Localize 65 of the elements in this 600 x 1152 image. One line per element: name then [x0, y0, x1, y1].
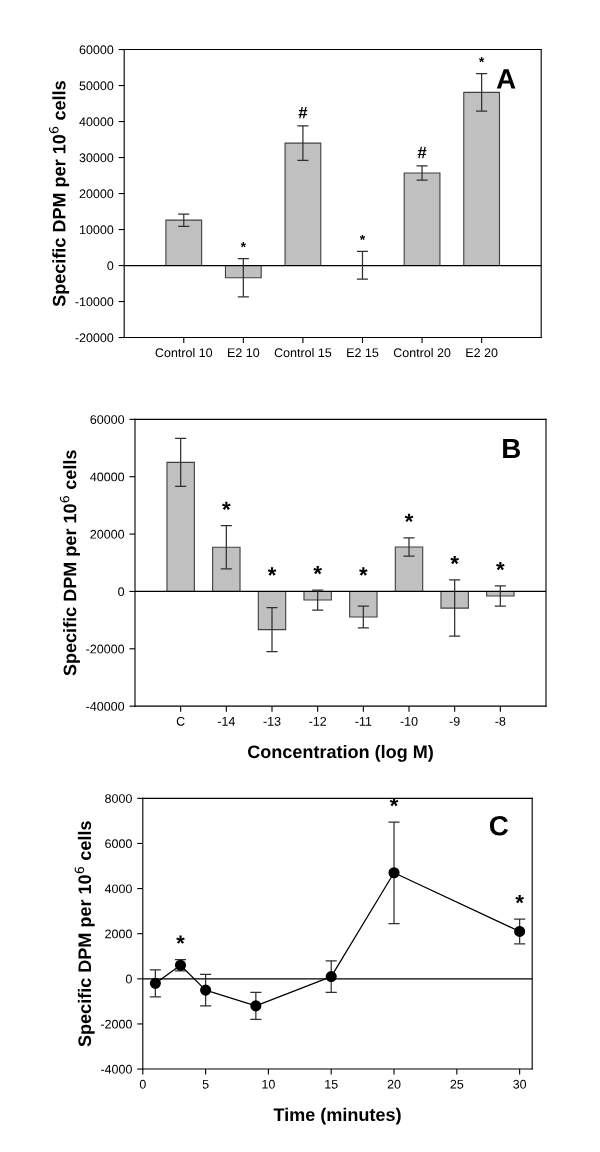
x-tick-label: E2 20 — [466, 348, 498, 358]
x-tick-label: 5 — [202, 1079, 209, 1089]
annotation: B — [503, 438, 521, 459]
annotation: * — [313, 565, 322, 575]
y-tick-label: 40000 — [90, 472, 125, 482]
y-tick-label: 0 — [107, 261, 114, 271]
x-tick-label: E2 15 — [347, 348, 379, 358]
x-tick-label: Control 10 — [155, 347, 213, 358]
x-tick-label: 20 — [387, 1079, 401, 1089]
y-tick-label: -20000 — [75, 333, 114, 343]
y-tick-label: 2000 — [105, 929, 132, 939]
y-axis-title: Specific DPM per 10$^{6}$ cells — [59, 450, 80, 676]
x-tick-label: C — [176, 716, 185, 726]
y-tick-label: 30000 — [79, 153, 114, 163]
annotation: * — [496, 561, 505, 571]
y-tick-label: -40000 — [86, 701, 125, 711]
y-axis-title: Specific DPM per 10$^{6}$ cells — [74, 821, 95, 1047]
x-tick-label: -8 — [495, 716, 506, 726]
y-tick-label: -4000 — [100, 1064, 132, 1074]
annotation: * — [222, 501, 231, 510]
annotation: * — [515, 894, 524, 904]
y-tick-label: 50000 — [79, 81, 114, 91]
y-tick-label: 0 — [125, 974, 132, 984]
x-tick-label: 25 — [450, 1079, 464, 1089]
y-tick-label: 60000 — [90, 415, 125, 424]
y-tick-label: 20000 — [79, 189, 114, 199]
x-tick-label: -13 — [263, 716, 281, 726]
annotation: C — [489, 815, 509, 836]
annotation: * — [404, 513, 414, 522]
annotation: * — [359, 234, 366, 241]
y-tick-label: 60000 — [79, 45, 114, 55]
x-tick-label: 10 — [262, 1079, 275, 1089]
y-tick-label: 40000 — [79, 117, 114, 127]
annotation: * — [450, 555, 459, 565]
annotation: A — [496, 69, 516, 89]
y-tick-label: 4000 — [104, 884, 132, 894]
y-axis-title: Specific DPM per 10$^{6}$ cells — [49, 81, 70, 307]
y-tick-label: 8000 — [105, 794, 132, 803]
x-tick-label: Control 15 — [274, 347, 332, 358]
x-tick-label: E2 10 — [228, 348, 260, 358]
x-tick-label: -10 — [400, 716, 418, 726]
y-tick-label: -2000 — [100, 1019, 132, 1029]
x-tick-label: -12 — [309, 716, 327, 726]
annotation: * — [359, 567, 368, 576]
x-axis-title: Time (minutes) — [273, 1107, 401, 1125]
y-tick-label: -10000 — [75, 297, 114, 307]
y-tick-label: 0 — [118, 587, 125, 597]
annotation: # — [298, 106, 308, 119]
y-tick-label: 6000 — [105, 839, 132, 849]
x-tick-label: -14 — [217, 717, 235, 726]
y-tick-label: 20000 — [90, 529, 125, 539]
annotation: * — [240, 242, 247, 248]
annotation: * — [176, 935, 185, 944]
annotation: * — [478, 57, 485, 63]
x-axis-title: Concentration (log M) — [247, 744, 433, 762]
y-tick-label: -20000 — [86, 644, 125, 654]
x-tick-label: Control 20 — [393, 347, 451, 358]
x-tick-label: -11 — [355, 717, 372, 726]
annotation: * — [267, 567, 277, 576]
x-tick-label: 15 — [325, 1079, 338, 1089]
x-tick-label: 0 — [139, 1079, 146, 1089]
y-tick-label: 10000 — [79, 225, 114, 235]
x-tick-label: 30 — [513, 1079, 527, 1089]
annotation: # — [417, 146, 427, 159]
x-tick-label: -9 — [449, 716, 460, 726]
